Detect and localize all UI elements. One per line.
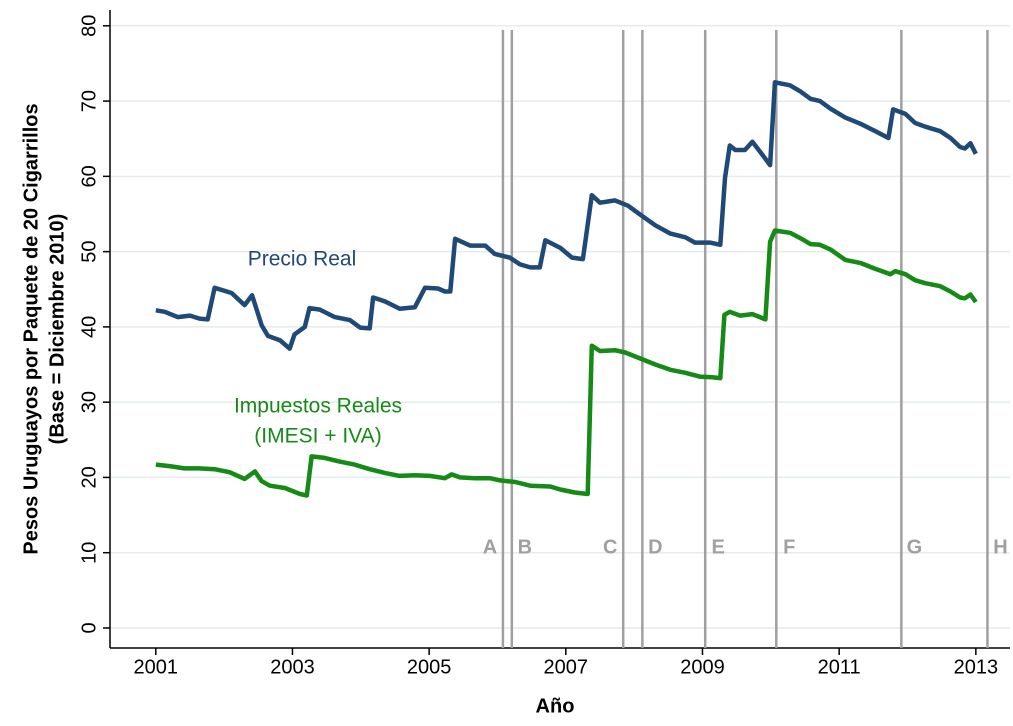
event-label: A (483, 536, 497, 558)
y-tick-label: 30 (78, 391, 100, 413)
y-axis-title: Pesos Uruguayos por Paquete de 20 Cigarr… (20, 103, 42, 554)
y-tick-label: 10 (78, 542, 100, 564)
y-tick-label: 50 (78, 240, 100, 262)
y-tick-label: 20 (78, 466, 100, 488)
series-line (155, 228, 978, 498)
event-label: E (712, 536, 725, 558)
y-tick-label: 40 (78, 316, 100, 338)
series-annotation: Impuestos Reales (234, 395, 402, 418)
series-annotation: (IMESI + IVA) (254, 425, 381, 448)
event-label: C (603, 536, 617, 558)
y-tick-label: 70 (78, 90, 100, 112)
x-tick-label: 2005 (407, 656, 452, 678)
y-tick-label: 0 (78, 622, 100, 633)
y-tick-label: 60 (78, 165, 100, 187)
event-label: B (518, 536, 532, 558)
event-label: F (783, 536, 795, 558)
series-annotation: Precio Real (248, 248, 357, 271)
x-tick-label: 2003 (270, 656, 315, 678)
event-label: H (993, 536, 1007, 558)
x-tick-label: 2009 (680, 656, 725, 678)
series-line (155, 80, 978, 351)
y-axis-title: (Base = Diciembre 2010) (46, 214, 68, 445)
y-tick-label: 80 (78, 15, 100, 37)
event-label: G (907, 536, 923, 558)
x-axis-title: Año (536, 695, 575, 717)
x-tick-label: 2001 (134, 656, 179, 678)
x-tick-label: 2011 (818, 656, 861, 678)
x-tick-label: 2013 (954, 656, 999, 678)
event-label: D (648, 536, 662, 558)
x-tick-label: 2007 (544, 656, 589, 678)
